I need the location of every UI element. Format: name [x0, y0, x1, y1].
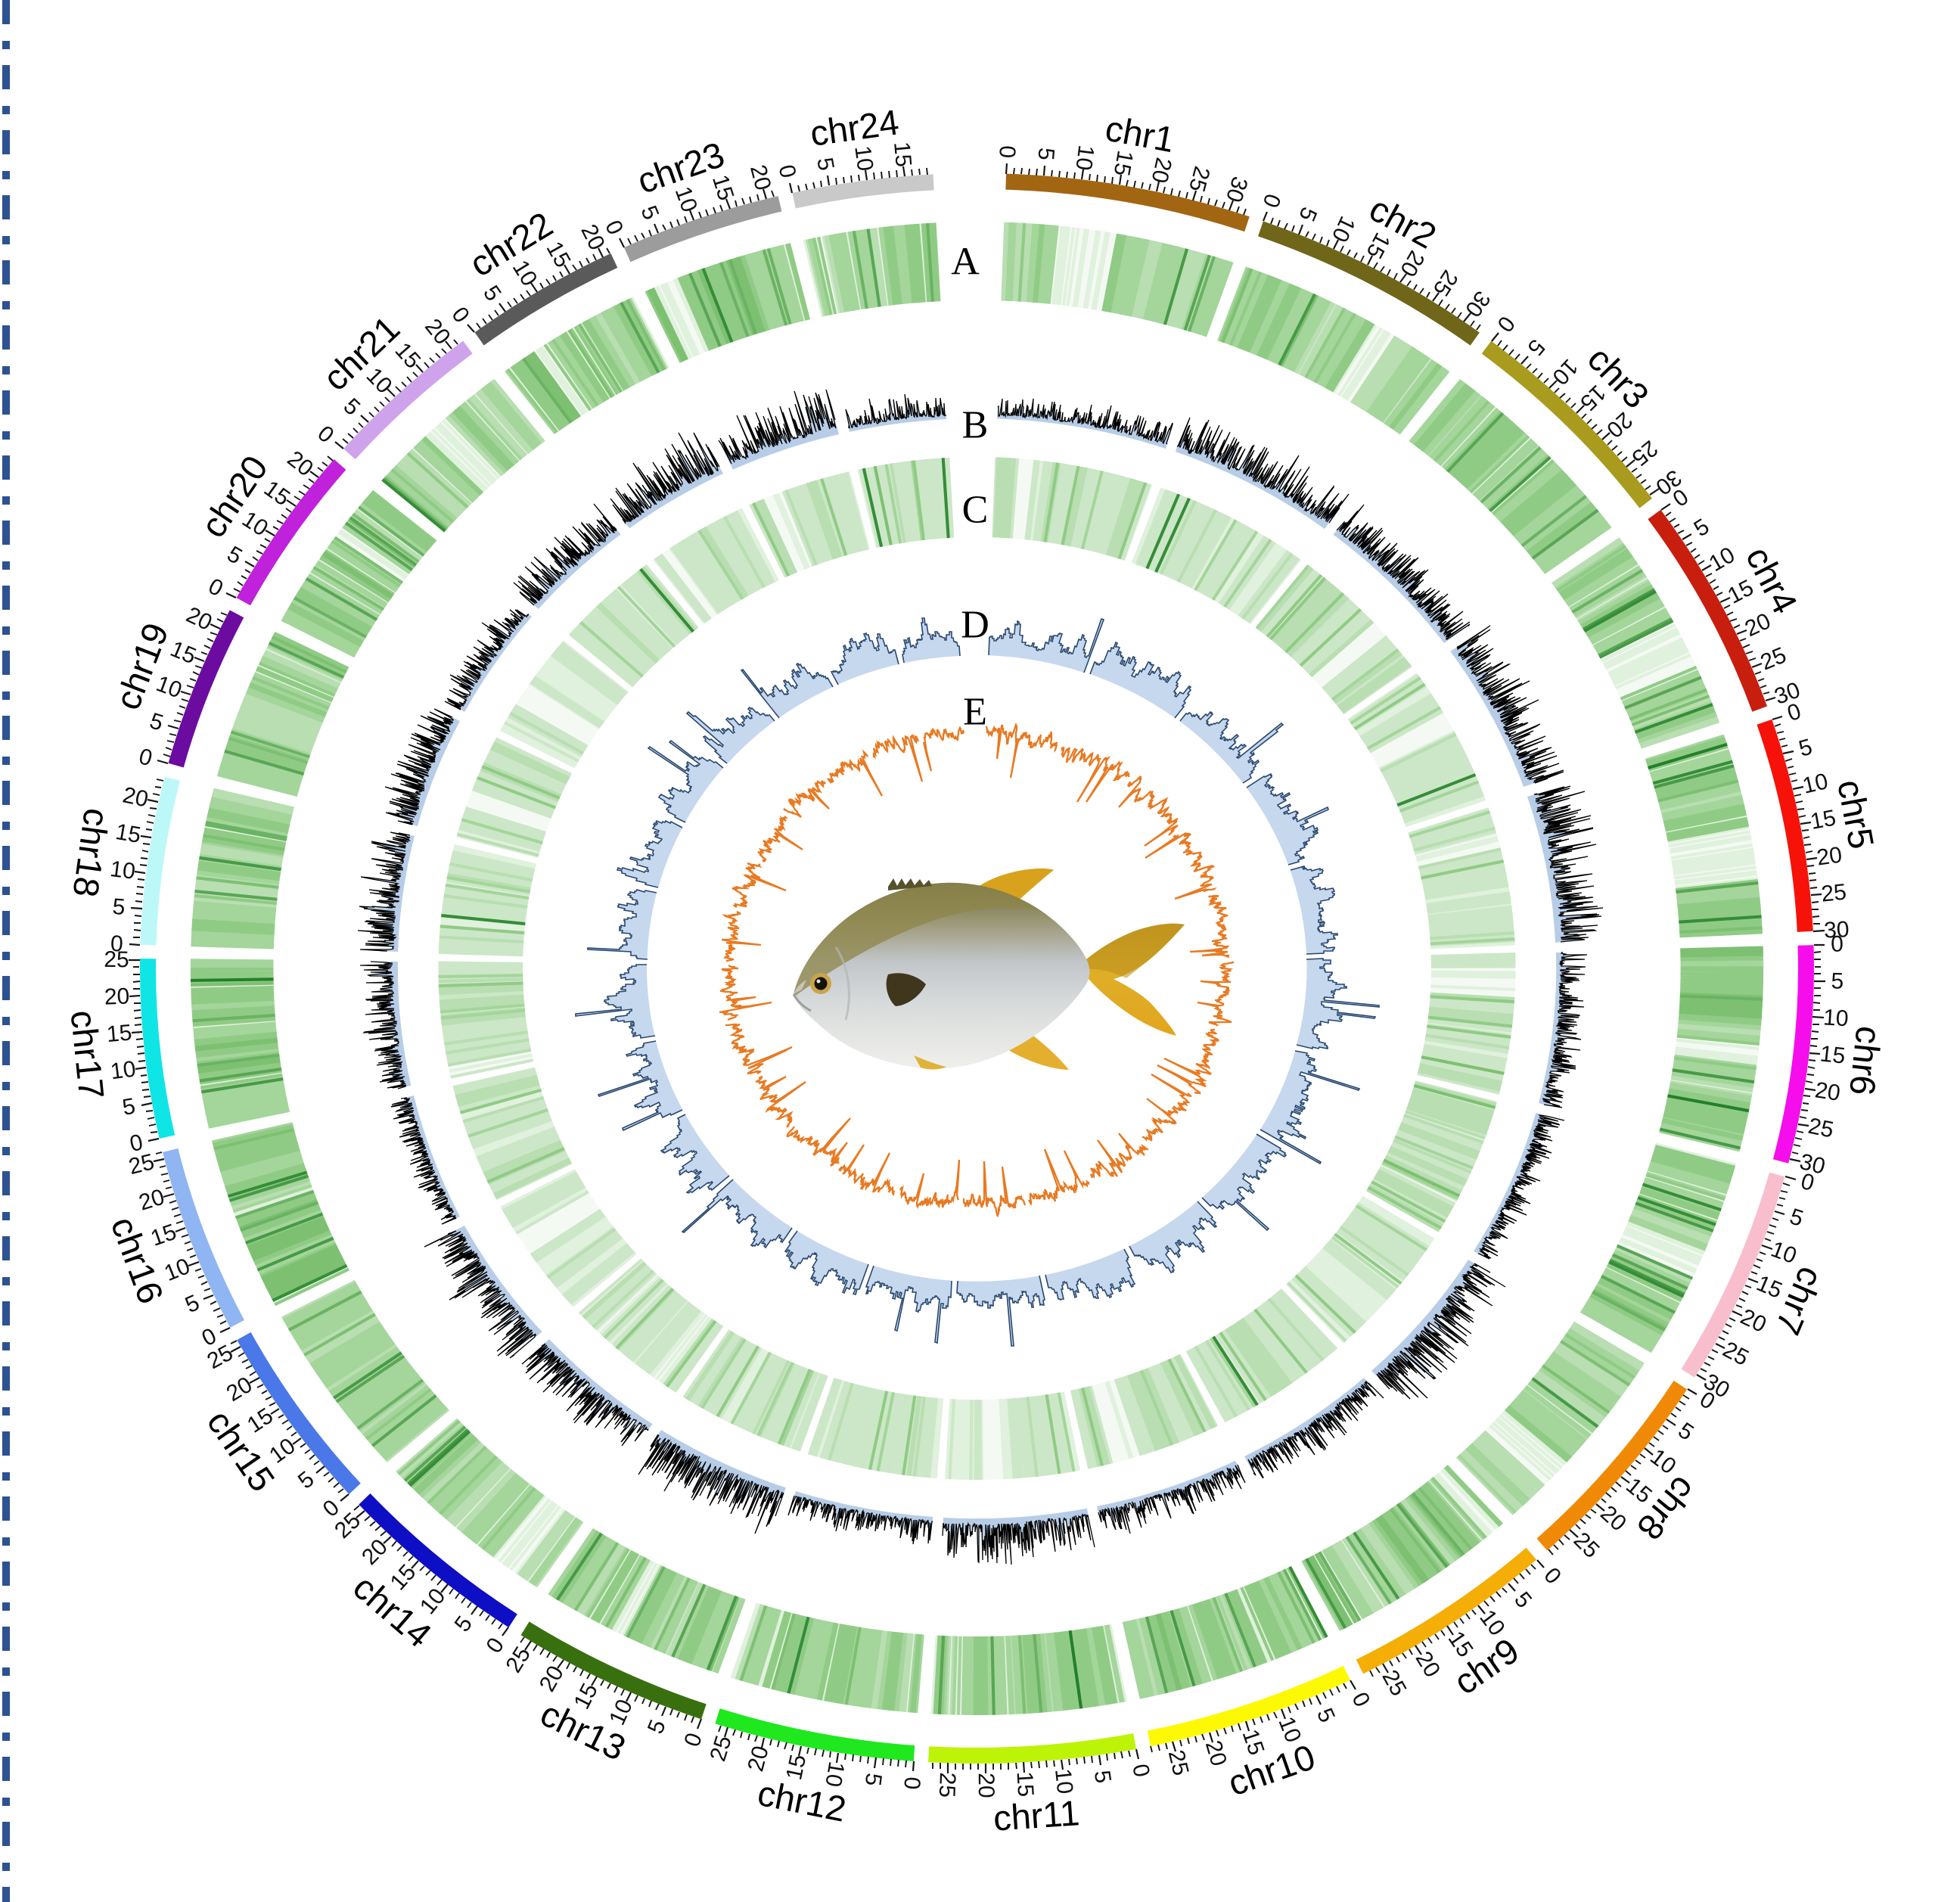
svg-text:0: 0	[899, 1776, 924, 1790]
svg-text:15: 15	[889, 141, 916, 168]
svg-text:5: 5	[860, 1772, 887, 1788]
svg-text:10: 10	[1050, 1767, 1077, 1795]
svg-text:15: 15	[113, 819, 142, 848]
svg-text:20: 20	[1816, 842, 1844, 870]
svg-text:20: 20	[743, 1743, 773, 1774]
svg-text:0: 0	[110, 931, 124, 956]
svg-text:B: B	[962, 404, 989, 447]
svg-text:10: 10	[109, 856, 137, 884]
svg-text:20: 20	[1147, 155, 1176, 185]
svg-text:5: 5	[1831, 968, 1844, 993]
svg-text:20: 20	[745, 162, 775, 193]
svg-text:D: D	[961, 604, 989, 647]
svg-text:10: 10	[820, 1760, 849, 1789]
svg-text:20: 20	[1813, 1077, 1842, 1106]
svg-text:E: E	[963, 691, 987, 734]
svg-text:chr6: chr6	[1842, 1024, 1890, 1098]
svg-text:25: 25	[126, 1149, 157, 1179]
svg-text:25: 25	[1163, 1748, 1194, 1778]
svg-text:0: 0	[774, 163, 801, 181]
svg-text:0: 0	[1127, 1762, 1154, 1779]
svg-text:10: 10	[1070, 144, 1098, 172]
svg-text:15: 15	[781, 1752, 811, 1782]
svg-text:25: 25	[104, 947, 129, 972]
svg-text:A: A	[951, 241, 980, 284]
svg-text:25: 25	[934, 1772, 960, 1798]
svg-text:10: 10	[109, 1056, 137, 1084]
svg-text:25: 25	[1806, 1114, 1836, 1143]
svg-text:0: 0	[994, 145, 1020, 159]
svg-text:chr11: chr11	[992, 1792, 1080, 1838]
svg-text:15: 15	[1819, 1041, 1847, 1068]
svg-text:5: 5	[1033, 147, 1058, 161]
svg-text:30: 30	[1797, 1149, 1828, 1179]
svg-text:15: 15	[1011, 1771, 1038, 1798]
svg-text:10: 10	[850, 145, 877, 172]
svg-text:5: 5	[812, 156, 838, 172]
svg-text:15: 15	[1109, 148, 1138, 178]
svg-text:20: 20	[104, 984, 130, 1009]
svg-text:10: 10	[1822, 1005, 1849, 1031]
svg-text:C: C	[962, 489, 989, 532]
svg-text:15: 15	[106, 1021, 133, 1048]
svg-text:0: 0	[1831, 931, 1844, 956]
svg-text:20: 20	[974, 1773, 999, 1798]
svg-text:chr17: chr17	[63, 1008, 112, 1101]
svg-text:5: 5	[120, 1094, 137, 1120]
svg-text:30: 30	[1823, 917, 1850, 943]
svg-text:10: 10	[1800, 769, 1831, 799]
svg-text:5: 5	[112, 894, 126, 920]
svg-text:25: 25	[1820, 880, 1847, 907]
svg-text:5: 5	[1089, 1769, 1116, 1785]
svg-text:0: 0	[128, 1130, 145, 1157]
svg-text:20: 20	[120, 782, 151, 812]
svg-text:15: 15	[1809, 806, 1838, 835]
